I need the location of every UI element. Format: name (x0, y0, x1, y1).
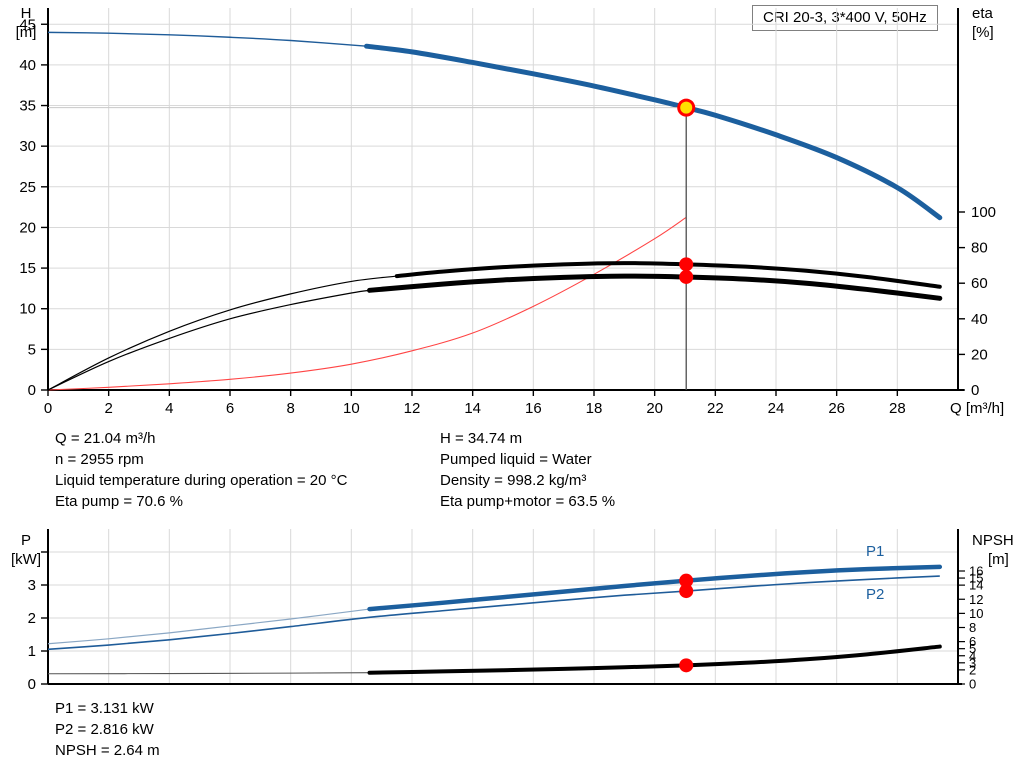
y-axis-tick-label: 3 (28, 577, 36, 594)
y-axis-tick-label: 10 (19, 301, 36, 318)
y-axis-tick-label: 45 (19, 16, 36, 33)
info-speed: n = 2955 rpm (55, 451, 144, 468)
y2-axis-tick-label: 15 (969, 571, 983, 586)
y-axis-title-line1: P (21, 532, 31, 549)
info-head: H = 34.74 m (440, 430, 523, 447)
y2-axis-tick-label: 5 (969, 641, 976, 656)
y2-axis-tick-label: 0 (971, 382, 979, 399)
x-axis-tick-label: 14 (464, 400, 481, 417)
npsh-curve-extended (47, 672, 370, 675)
eta-pump-curve-extended (47, 275, 397, 391)
x-axis-title: Q [m³/h] (950, 400, 1004, 417)
y2-axis-tick-label: 40 (971, 311, 988, 328)
eta-pump-motor-operating-dot (679, 269, 694, 284)
x-axis-tick-label: 6 (226, 400, 234, 417)
npsh-reference-curve (47, 216, 687, 391)
p2-curve (47, 575, 940, 651)
npsh-curve-duty (367, 644, 942, 675)
x-axis-tick-label: 28 (889, 400, 906, 417)
eta-pump-curve-duty (394, 261, 942, 289)
eta-pump-motor-curve-duty (367, 273, 943, 301)
operating-data-right: H = 34.74 m Pumped liquid = Water Densit… (440, 428, 615, 512)
y2-axis-tick-label: 6 (969, 634, 976, 649)
y-axis-tick-label: 1 (28, 643, 36, 660)
npsh-operating-dot (679, 658, 694, 673)
y-axis-tick-label: 35 (19, 98, 36, 115)
info-density: Density = 998.2 kg/m³ (440, 472, 587, 489)
x-axis-tick-label: 2 (104, 400, 112, 417)
y2-axis-title-line1: eta (972, 5, 994, 22)
y2-axis-tick-label: 4 (969, 648, 976, 663)
info-eta-pump-motor: Eta pump+motor = 63.5 % (440, 493, 616, 510)
eta-pump-operating-dot (679, 257, 694, 272)
y-axis-tick-label: 30 (19, 138, 36, 155)
x-axis-tick-label: 20 (646, 400, 663, 417)
x-axis-tick-label: 22 (707, 400, 724, 417)
y2-axis-tick-label: 2 (969, 662, 976, 677)
x-axis-tick-label: 24 (768, 400, 785, 417)
y-axis-tick-label: 25 (19, 179, 36, 196)
x-axis-tick-label: 4 (165, 400, 173, 417)
y2-axis-tick-label: 16 (969, 564, 983, 579)
y2-axis-tick-label: 10 (969, 606, 983, 621)
y2-axis-title-line2: [%] (972, 24, 994, 41)
info-npsh: NPSH = 2.64 m (55, 742, 160, 759)
x-axis-tick-label: 12 (404, 400, 421, 417)
y-axis-tick-label: 15 (19, 260, 36, 277)
eta-pump-motor-curve-extended (47, 289, 370, 391)
head-curve-duty (364, 43, 943, 221)
p1-curve-duty (367, 564, 943, 612)
y-axis-title-line2: [m] (16, 24, 37, 41)
p2-operating-dot (679, 584, 694, 599)
y2-axis-title-line2: [m] (988, 551, 1009, 568)
y2-axis-tick-label: 20 (971, 346, 988, 363)
operating-point-marker (680, 101, 693, 114)
y-axis-tick-label: 20 (19, 219, 36, 236)
p1-series-label: P1 (866, 543, 884, 560)
y-axis-tick-label: 5 (28, 341, 36, 358)
x-axis-tick-label: 18 (586, 400, 603, 417)
operating-data-left: Q = 21.04 m³/h n = 2955 rpm Liquid tempe… (55, 428, 347, 512)
y-axis-title-line1: H (21, 5, 32, 22)
y2-axis-title-line1: NPSH (972, 532, 1014, 549)
x-axis-tick-label: 0 (44, 400, 52, 417)
y2-axis-tick-label: 60 (971, 275, 988, 292)
info-eta-pump: Eta pump = 70.6 % (55, 493, 183, 510)
y-axis-tick-label: 2 (28, 610, 36, 627)
y2-axis-tick-label: 80 (971, 240, 988, 257)
head-efficiency-chart: 0 5 10 15 20 25 30 35 40 45 0 2 4 6 8 10 12 14 16 18 20 22 24 2… (16, 5, 1005, 417)
x-axis-tick-label: 26 (828, 400, 845, 417)
info-q: Q = 21.04 m³/h (55, 430, 156, 447)
y2-axis-tick-label: 100 (971, 204, 996, 221)
info-pumped-liquid: Pumped liquid = Water (440, 451, 592, 468)
x-axis-tick-label: 16 (525, 400, 542, 417)
power-npsh-chart: 0 1 2 3 0 2 3 4 5 6 8 10 12 14 15 16 P [kW] NPSH [m] P1 P2 (0, 515, 1024, 700)
x-axis-tick-label: 10 (343, 400, 360, 417)
head-curve-extended (47, 31, 367, 47)
power-data-block: P1 = 3.131 kW P2 = 2.816 kW NPSH = 2.64 … (55, 698, 160, 761)
y-axis-tick-label: 0 (28, 382, 36, 399)
y-axis-title-line2: [kW] (11, 551, 41, 568)
p2-series-label: P2 (866, 586, 884, 603)
chart-title-box: CRI 20-3, 3*400 V, 50Hz (752, 5, 938, 31)
p1-curve-extended (47, 608, 370, 645)
y2-axis-tick-label: 12 (969, 592, 983, 607)
p1-operating-dot (679, 573, 694, 588)
x-axis-tick-label: 8 (286, 400, 294, 417)
y2-axis-tick-label: 0 (969, 677, 976, 692)
y2-axis-tick-label: 3 (969, 655, 976, 670)
info-p1: P1 = 3.131 kW (55, 700, 154, 717)
info-p2: P2 = 2.816 kW (55, 721, 154, 738)
y-axis-tick-label: 0 (28, 676, 36, 693)
y-axis-tick-label: 40 (19, 57, 36, 74)
y2-axis-tick-label: 14 (969, 578, 983, 593)
info-liquid-temperature: Liquid temperature during operation = 20… (55, 472, 348, 489)
y2-axis-tick-label: 8 (969, 620, 976, 635)
